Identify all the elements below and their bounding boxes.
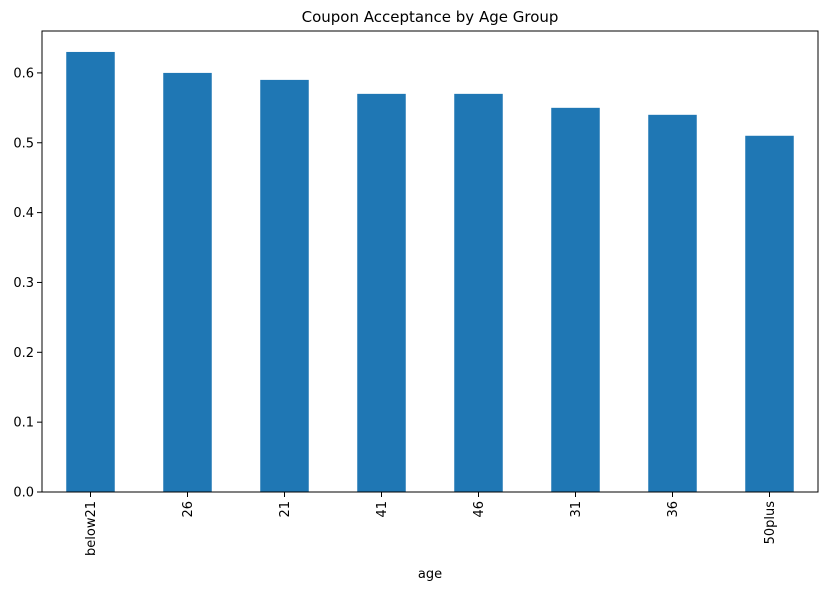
x-axis-label: age [418, 567, 442, 582]
bar-41 [357, 93, 406, 493]
x-axis: below21 26 21 41 46 31 36 50plus [84, 492, 778, 556]
x-tick-label: 21 [278, 501, 293, 518]
bar-36 [648, 114, 697, 492]
y-tick-label: 0.0 [13, 486, 34, 501]
x-tick-label: below21 [84, 501, 99, 556]
y-tick-label: 0.1 [13, 416, 34, 431]
bar-below21 [66, 51, 115, 492]
chart-title: Coupon Acceptance by Age Group [302, 8, 559, 26]
x-tick-label: 46 [472, 501, 487, 518]
x-tick-label: 31 [569, 501, 584, 518]
bars-group [66, 51, 794, 493]
bar-46 [454, 93, 503, 493]
x-tick-label: 36 [666, 501, 681, 518]
x-tick-label: 26 [181, 501, 196, 518]
bar-26 [163, 72, 212, 492]
y-tick-label: 0.5 [13, 136, 34, 151]
y-axis: 0.0 0.1 0.2 0.3 0.4 0.5 0.6 [13, 66, 42, 501]
y-tick-label: 0.2 [13, 346, 34, 361]
bar-21 [260, 79, 309, 492]
y-tick-label: 0.4 [13, 206, 34, 221]
plot-frame [41, 30, 819, 493]
y-tick-label: 0.6 [13, 66, 34, 81]
x-tick-label: 41 [375, 501, 390, 518]
y-tick-label: 0.3 [13, 276, 34, 291]
x-tick-label: 50plus [763, 501, 778, 545]
bar-31 [551, 107, 600, 492]
bar-50plus [745, 135, 794, 492]
